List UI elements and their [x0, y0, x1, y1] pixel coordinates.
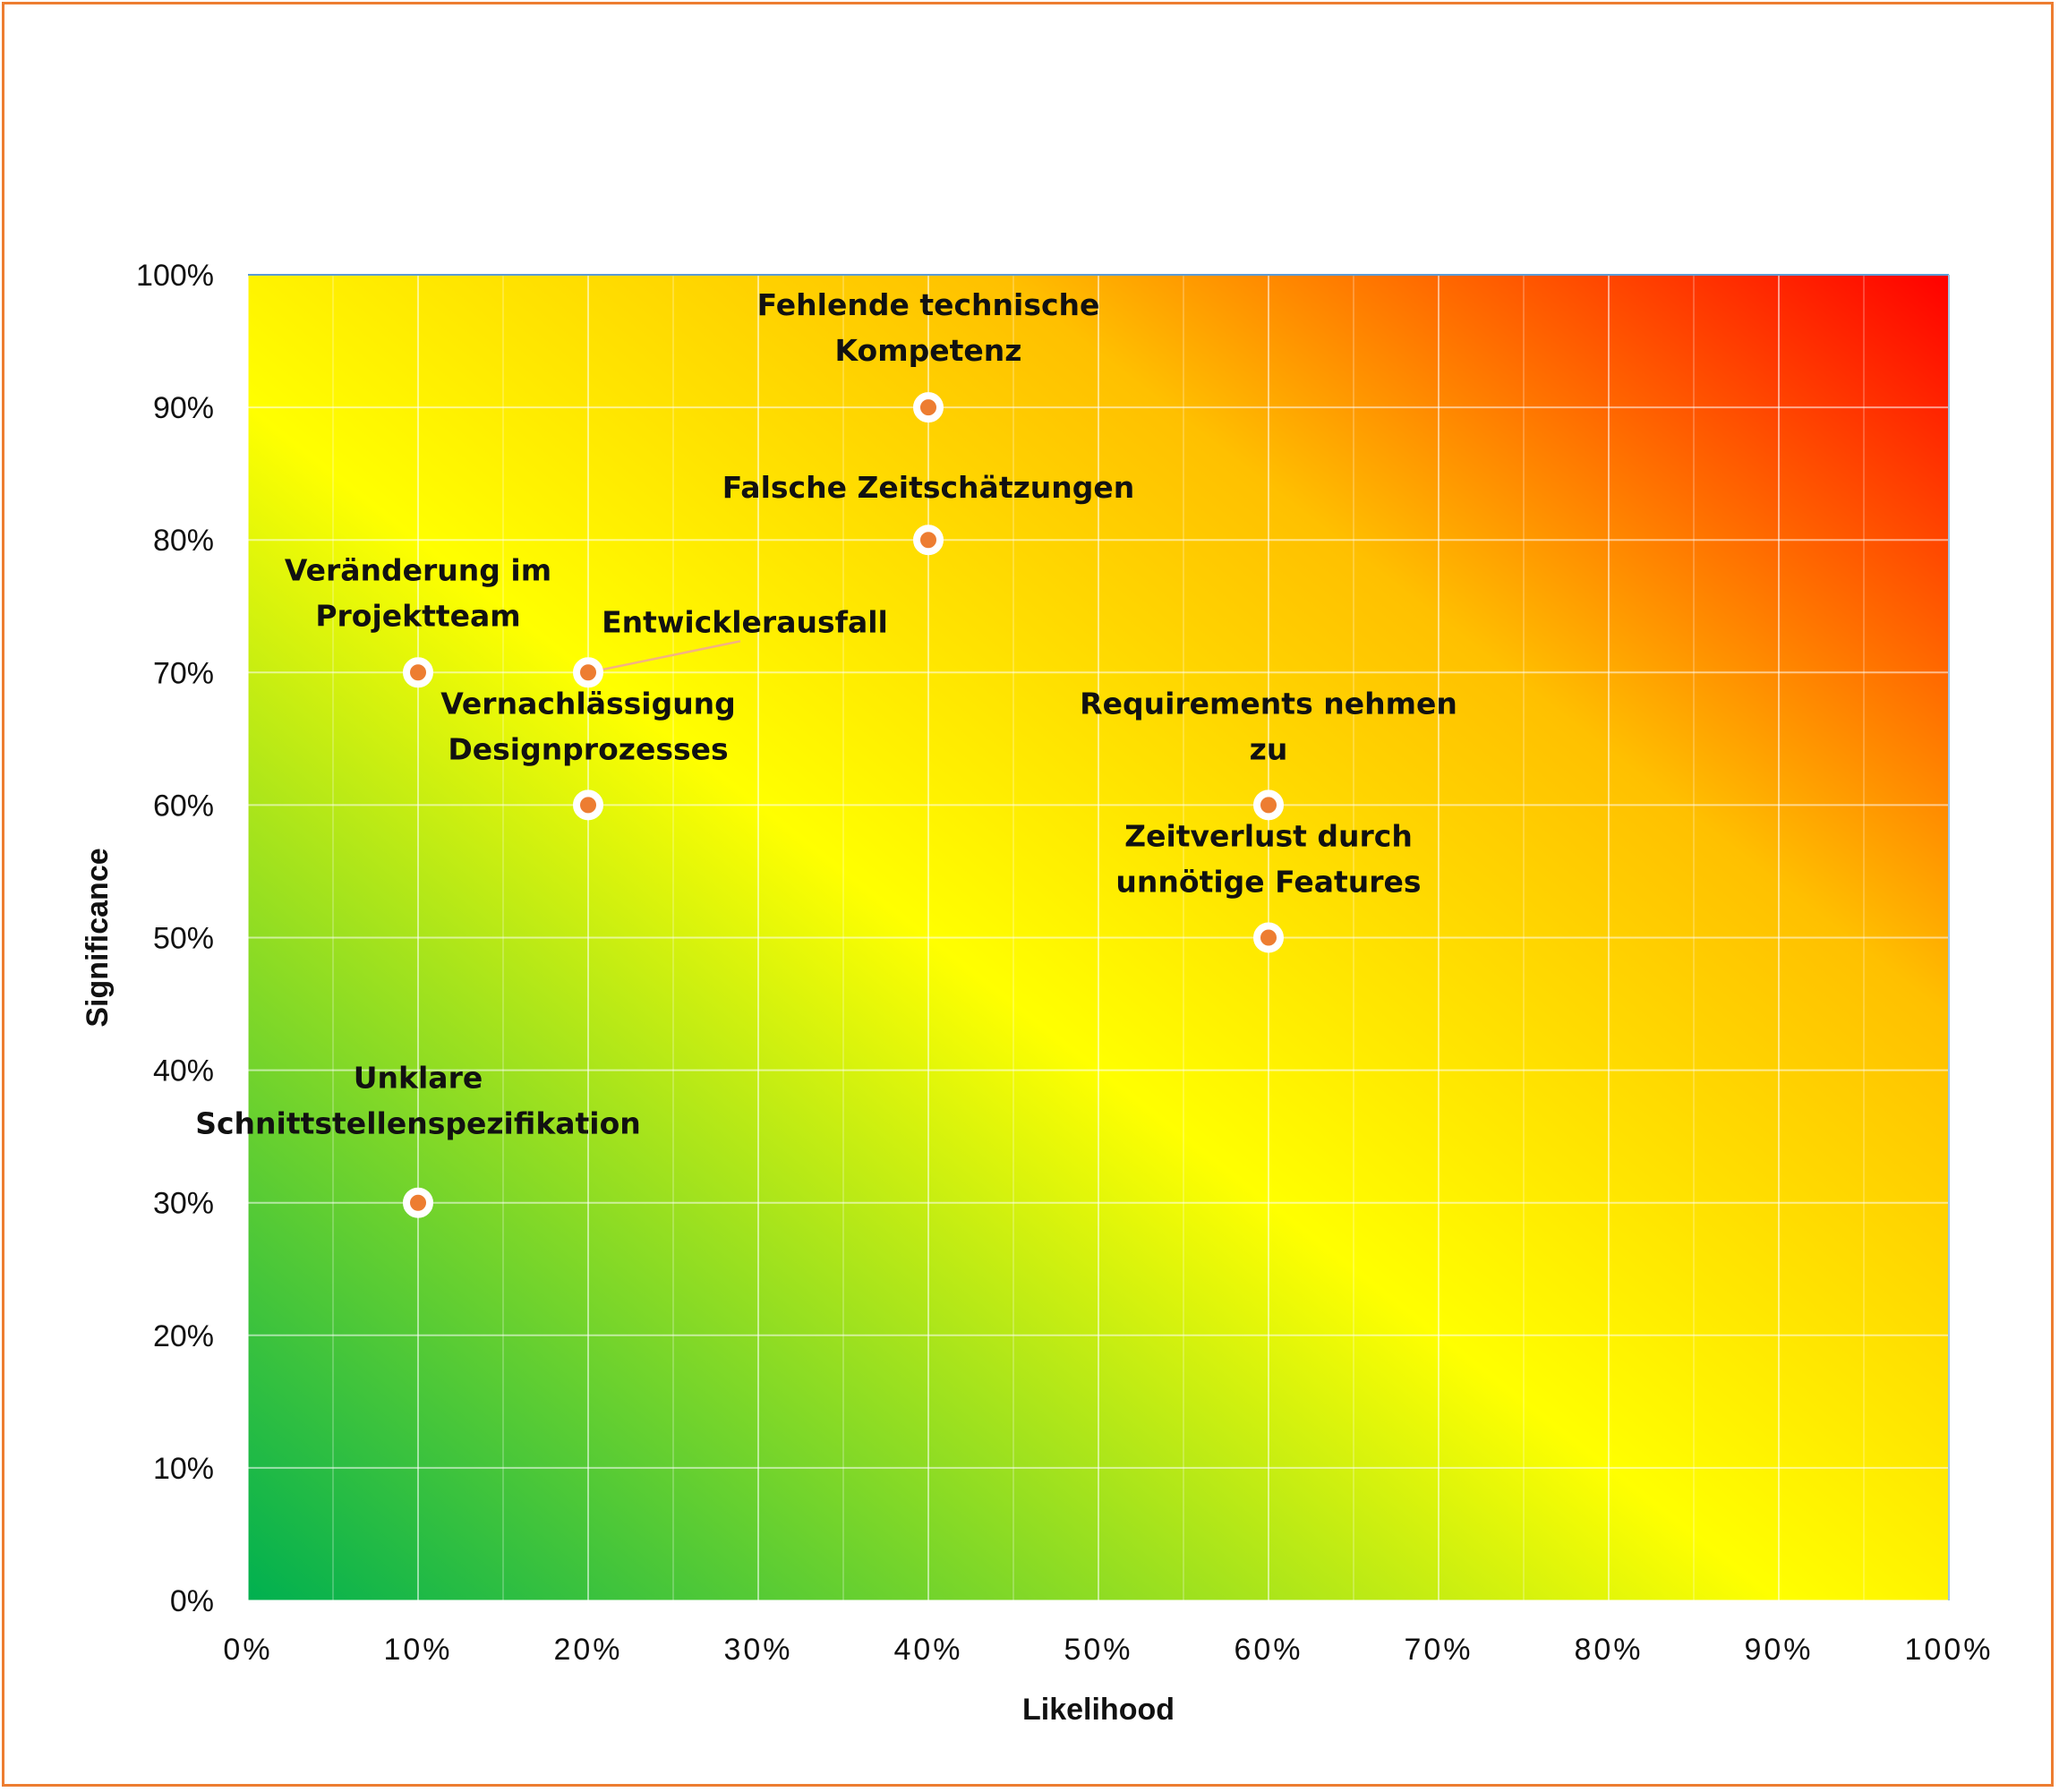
- y-tick-label: 0%: [170, 1584, 214, 1618]
- point-label-line: unnötige Features: [1115, 865, 1421, 900]
- x-tick-label: 20%: [553, 1633, 622, 1667]
- x-tick-label: 60%: [1234, 1633, 1303, 1667]
- y-tick-label: 20%: [153, 1319, 214, 1353]
- y-tick-label: 90%: [153, 391, 214, 425]
- x-tick-label: 40%: [893, 1633, 962, 1667]
- y-axis-ticks: 0% 10% 20% 30% 40% 50% 60% 70% 80% 90% 100%: [136, 259, 214, 1618]
- point-labels: Fehlende technische Kompetenz Falsche Zeit…: [195, 287, 1457, 1141]
- point-label: Requirements nehmen zu: [1080, 686, 1457, 766]
- data-point: [573, 657, 603, 688]
- y-tick-label: 50%: [153, 922, 214, 956]
- point-label-line: Vernachlässigung: [440, 686, 736, 721]
- point-label-line: Entwicklerausfall: [602, 604, 888, 639]
- y-axis-title: Significance: [81, 848, 115, 1027]
- data-point: [1253, 789, 1284, 821]
- x-axis-ticks: 0% 10% 20% 30% 40% 50% 60% 70% 80% 90% 100%: [223, 1633, 1994, 1667]
- point-label-line: Kompetenz: [835, 333, 1022, 368]
- point-label: Fehlende technische Kompetenz: [757, 287, 1100, 368]
- data-point: [913, 525, 944, 556]
- point-label-line: Falsche Zeitschätzungen: [722, 470, 1135, 505]
- point-label: Vernachlässigung Designprozesses: [440, 686, 736, 766]
- point-label: Falsche Zeitschätzungen: [722, 470, 1135, 505]
- x-tick-label: 80%: [1574, 1633, 1643, 1667]
- point-label-line: zu: [1250, 731, 1288, 766]
- point-label-line: Designprozesses: [448, 731, 728, 766]
- y-tick-label: 80%: [153, 524, 214, 558]
- x-tick-label: 10%: [383, 1633, 452, 1667]
- point-label-line: Schnittstellenspezifikation: [195, 1106, 641, 1141]
- data-points: [403, 392, 1284, 1218]
- point-label: Unklare Schnittstellenspezifikation: [195, 1061, 641, 1141]
- gridlines: [247, 274, 1950, 1601]
- x-tick-label: 70%: [1404, 1633, 1473, 1667]
- y-tick-label: 100%: [136, 259, 214, 293]
- data-point: [403, 657, 433, 688]
- x-tick-label: 100%: [1905, 1633, 1994, 1667]
- y-tick-label: 60%: [153, 789, 214, 823]
- y-tick-label: 40%: [153, 1054, 214, 1088]
- x-tick-label: 30%: [723, 1633, 792, 1667]
- point-label: Veränderung im Projektteam: [285, 552, 551, 633]
- y-tick-label: 30%: [153, 1187, 214, 1221]
- data-point: [573, 789, 603, 821]
- data-point: [403, 1187, 433, 1218]
- label-leader-lines: [587, 640, 741, 674]
- point-label-line: Projektteam: [315, 598, 520, 633]
- y-tick-label: 10%: [153, 1452, 214, 1486]
- point-label-line: Veränderung im: [285, 552, 551, 587]
- x-tick-label: 0%: [223, 1633, 272, 1667]
- y-tick-label: 70%: [153, 656, 214, 690]
- point-label: Zeitverlust durch unnötige Features: [1115, 819, 1421, 900]
- leader-line: [587, 640, 741, 674]
- point-label: Entwicklerausfall: [602, 604, 888, 639]
- data-point: [1253, 922, 1284, 953]
- point-label-line: Requirements nehmen: [1080, 686, 1457, 721]
- point-label-line: Zeitverlust durch: [1124, 819, 1413, 854]
- point-label-line: Fehlende technische: [757, 287, 1100, 322]
- data-point: [913, 392, 944, 423]
- x-tick-label: 90%: [1744, 1633, 1813, 1667]
- x-tick-label: 50%: [1064, 1633, 1132, 1667]
- point-label-line: Unklare: [354, 1061, 483, 1096]
- x-axis-title: Likelihood: [1022, 1693, 1175, 1727]
